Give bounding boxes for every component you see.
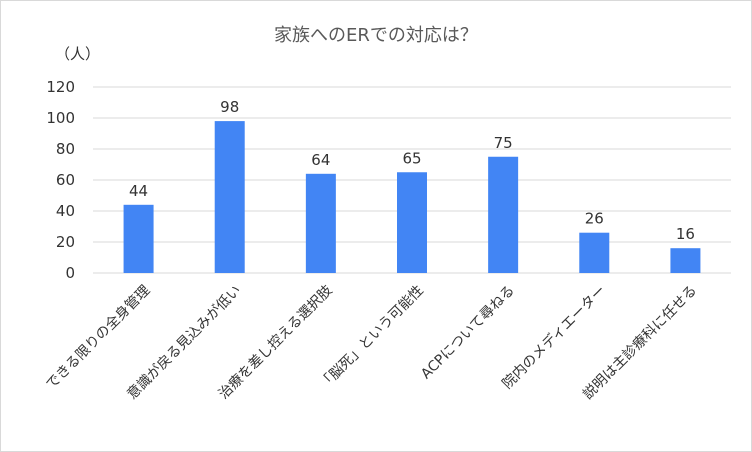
- x-tick-label: ACPについて尋ねる: [418, 283, 518, 383]
- bar: [214, 121, 245, 273]
- data-label: 65: [402, 149, 421, 167]
- y-tick-label: 100: [46, 109, 75, 127]
- bar: [397, 172, 427, 273]
- bar: [123, 204, 154, 273]
- data-label: 44: [129, 182, 148, 200]
- x-tick-label: できる限りの全身管理: [43, 282, 154, 393]
- x-tick-label: 「脳死」という可能性: [317, 283, 427, 393]
- data-label: 75: [494, 134, 513, 152]
- data-label: 64: [311, 151, 330, 169]
- chart-title: 家族へのERでの対応は？: [274, 25, 478, 46]
- data-label: 16: [676, 225, 695, 243]
- data-label: 98: [220, 98, 239, 116]
- bar: [670, 248, 701, 273]
- y-tick-label: 60: [56, 171, 75, 189]
- y-axis-unit-label: （人）: [55, 45, 101, 63]
- x-tick-label: 院内のメディエーター: [499, 282, 609, 392]
- y-tick-label: 120: [46, 78, 75, 96]
- y-tick-label: 20: [56, 233, 75, 251]
- bar: [579, 232, 610, 273]
- bar: [488, 156, 519, 273]
- data-label: 26: [585, 210, 604, 228]
- y-tick-label: 40: [56, 202, 75, 220]
- bar: [305, 173, 336, 273]
- y-tick-label: 80: [56, 140, 75, 158]
- y-tick-label: 0: [65, 264, 75, 282]
